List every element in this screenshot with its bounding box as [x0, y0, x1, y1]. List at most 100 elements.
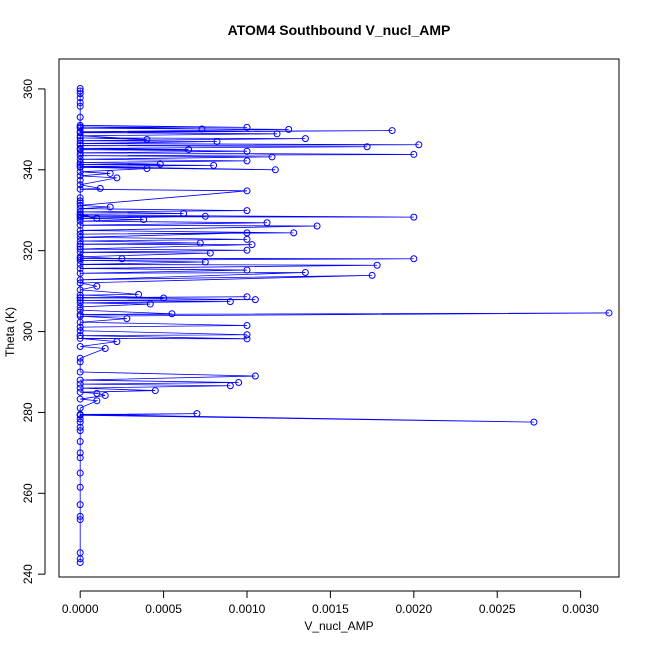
data-point [285, 125, 293, 133]
data-point [93, 282, 101, 290]
data-point [76, 334, 84, 342]
data-point [243, 207, 251, 215]
data-point [76, 483, 84, 491]
data-point [198, 125, 206, 133]
data-point [76, 245, 84, 253]
data-point [76, 87, 84, 95]
data-point [76, 299, 84, 307]
data-point [76, 323, 84, 331]
data-point [76, 384, 84, 392]
data-point [363, 143, 371, 151]
y-axis: 240 260 280 300 320 340 360 [21, 79, 46, 584]
data-point [388, 127, 396, 135]
data-point [76, 269, 84, 277]
data-point [201, 212, 209, 220]
data-point [76, 102, 84, 110]
x-tick-label: 0.0020 [395, 602, 432, 616]
data-point [123, 315, 131, 323]
y-tick-label: 280 [21, 402, 35, 422]
data-point [76, 90, 84, 98]
chart-title: ATOM4 Southbound V_nucl_AMP [228, 22, 451, 38]
y-tick-label: 320 [21, 240, 35, 260]
data-point [243, 335, 251, 343]
data-point [273, 130, 281, 138]
data-point [206, 249, 214, 257]
x-tick-label: 0.0000 [62, 602, 99, 616]
data-point [76, 438, 84, 446]
data-point [243, 321, 251, 329]
data-point [96, 184, 104, 192]
data-point [113, 338, 121, 346]
x-tick-label: 0.0030 [562, 602, 599, 616]
data-point [101, 391, 109, 399]
data-point [76, 516, 84, 524]
data-point [76, 240, 84, 248]
data-point [93, 214, 101, 222]
data-point [143, 135, 151, 143]
y-tick-label: 300 [21, 321, 35, 341]
data-point [76, 85, 84, 93]
data-point [76, 549, 84, 557]
data-point [410, 213, 418, 221]
data-point [268, 153, 276, 161]
x-axis: 0.0000 0.0005 0.0010 0.0015 0.0020 0.0025 0.00… [62, 590, 599, 616]
data-point [368, 271, 376, 279]
data-point [76, 264, 84, 272]
data-point [76, 121, 84, 129]
data-point [76, 113, 84, 121]
data-point [210, 161, 218, 169]
data-point [76, 427, 84, 435]
x-tick-label: 0.0015 [312, 602, 349, 616]
data-point [243, 229, 251, 237]
data-point [76, 256, 84, 264]
data-point [605, 309, 613, 317]
data-point [156, 160, 164, 168]
data-point [263, 219, 271, 227]
data-point [243, 266, 251, 274]
plot-area [76, 85, 613, 566]
data-point [76, 291, 84, 299]
data-point [160, 294, 168, 302]
data-point [76, 161, 84, 169]
data-point [76, 168, 84, 176]
data-point [76, 469, 84, 477]
data-point [76, 296, 84, 304]
data-point [76, 163, 84, 171]
data-point [76, 176, 84, 184]
y-tick-label: 360 [21, 79, 35, 99]
data-point [76, 358, 84, 366]
data-point [76, 99, 84, 107]
data-point [410, 255, 418, 263]
data-point [76, 423, 84, 431]
data-point [76, 221, 84, 229]
data-point [201, 258, 209, 266]
series-line [79, 88, 609, 563]
data-point [93, 389, 101, 397]
data-point [76, 418, 84, 426]
data-point [76, 368, 84, 376]
data-point [106, 169, 114, 177]
data-point [271, 166, 279, 174]
data-point [113, 174, 121, 182]
data-point [76, 149, 84, 157]
y-axis-label: Theta (K) [3, 307, 17, 357]
data-point [76, 327, 84, 335]
data-point [243, 246, 251, 254]
data-point [76, 395, 84, 403]
data-point [76, 404, 84, 412]
data-point [118, 255, 126, 263]
plot-frame [58, 58, 620, 578]
data-point [243, 123, 251, 131]
data-point [196, 239, 204, 247]
data-point [76, 144, 84, 152]
data-point [248, 241, 256, 249]
data-point [76, 454, 84, 462]
data-point [76, 243, 84, 251]
data-point [530, 418, 538, 426]
data-point [76, 558, 84, 566]
data-point [76, 332, 84, 340]
data-point [76, 94, 84, 102]
data-point [146, 300, 154, 308]
